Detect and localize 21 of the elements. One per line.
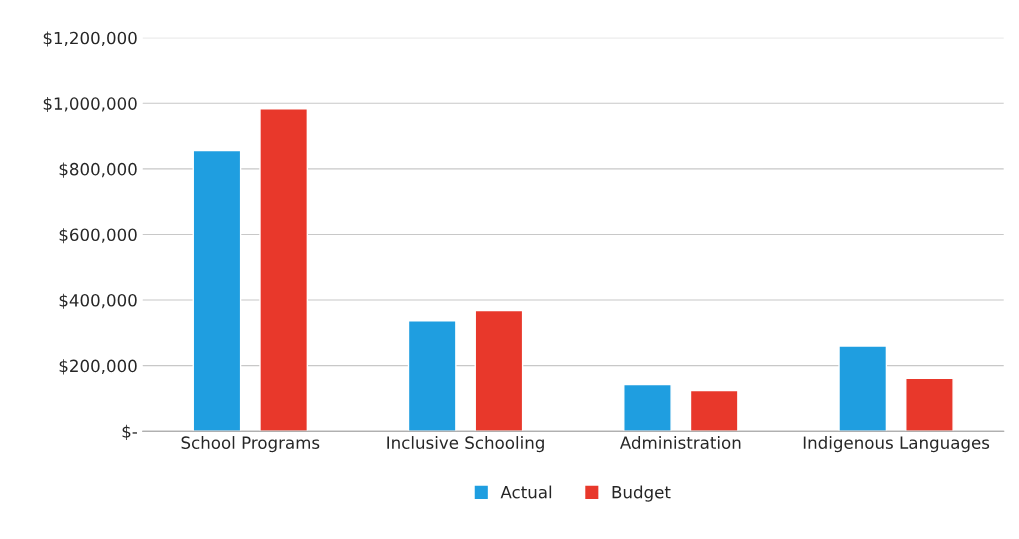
bar [838,345,888,432]
y-tick-label: $1,200,000 [43,31,137,47]
y-tick-label: $800,000 [59,162,137,178]
bar [905,377,954,432]
x-tick-label: Indigenous Languages [803,436,990,453]
y-tick-label: $1,000,000 [43,96,137,113]
x-tick-label: Inclusive Schooling [387,436,544,453]
bar [689,389,739,432]
bar [192,149,242,432]
x-tick-label: Administration [619,436,741,449]
y-tick-label: $600,000 [59,228,137,244]
y-tick-label: $- [122,424,137,440]
legend-label: Budget [612,485,671,502]
legend-label: Actual [500,485,552,499]
bar [407,320,457,432]
y-tick-label: $400,000 [59,293,137,309]
x-tick-label: School Programs [181,436,320,453]
y-tick-label: $200,000 [59,359,137,375]
bar [259,108,309,432]
bar [623,383,672,432]
bar [474,309,524,432]
